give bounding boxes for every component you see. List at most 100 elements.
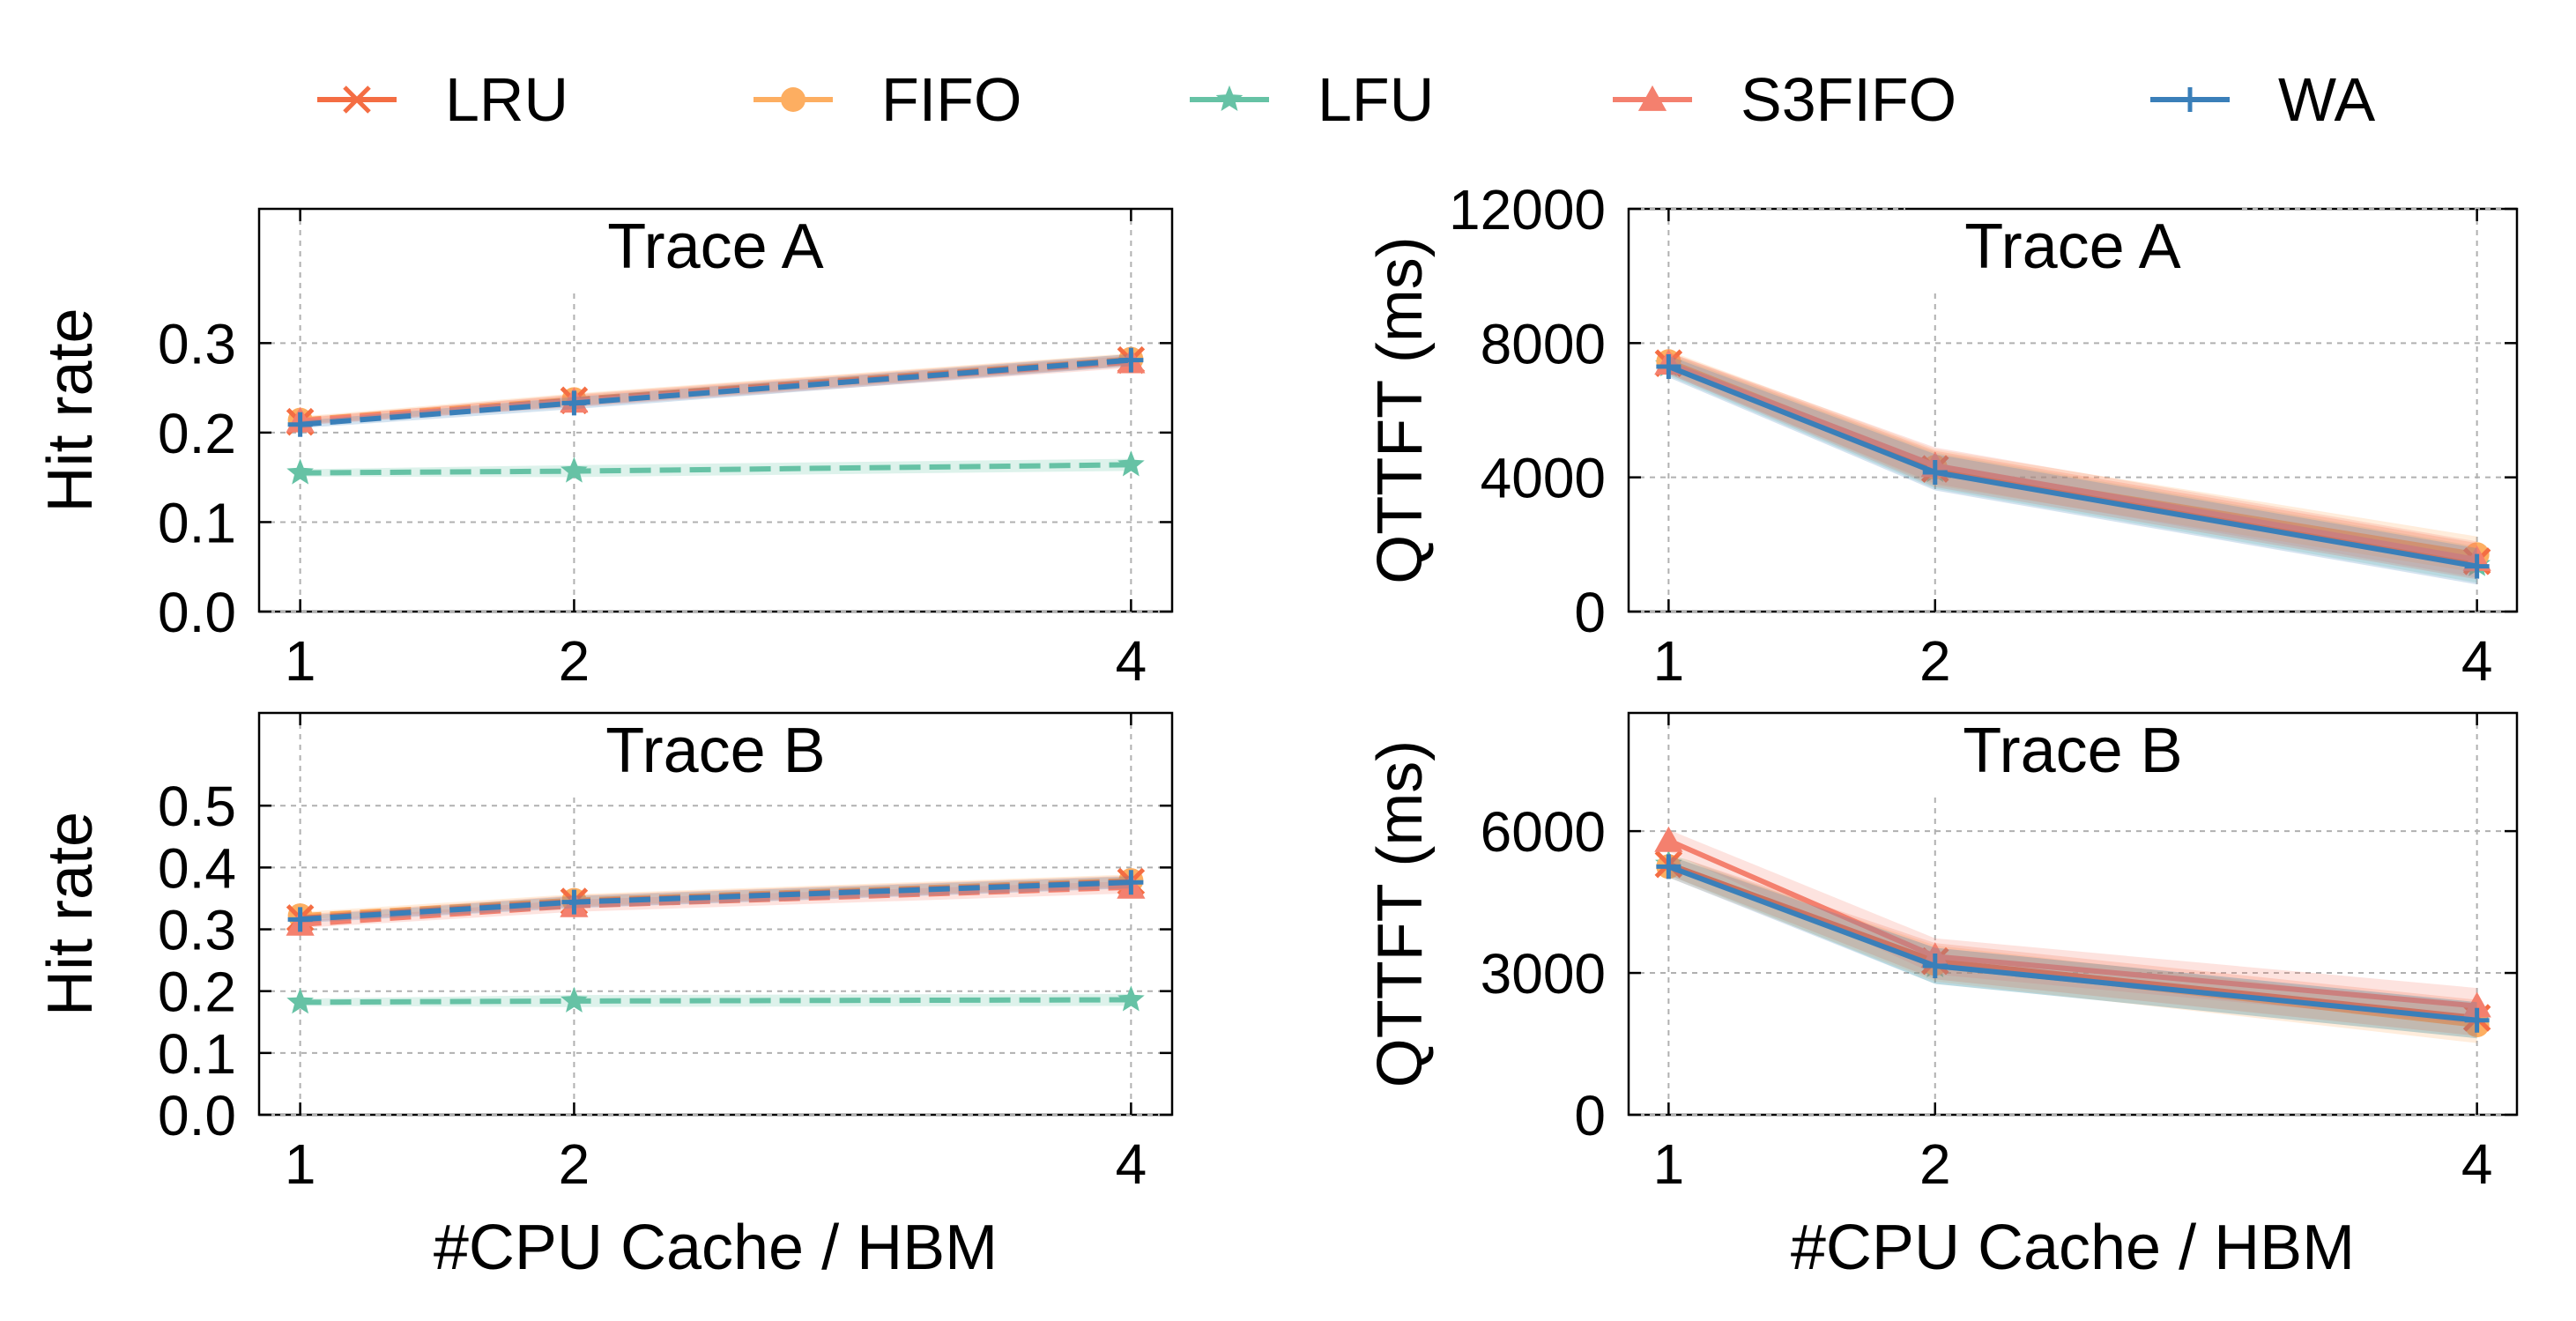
legend-label: FIFO	[881, 65, 1021, 134]
legend-item-s3fifo: S3FIFO	[1613, 65, 1956, 134]
point-lfu	[1117, 985, 1145, 1012]
band-lru	[300, 875, 1132, 922]
series-lfu	[286, 450, 1145, 485]
band-s3fifo	[300, 355, 1132, 425]
legend-star-icon	[1215, 85, 1243, 111]
band-s3fifo	[1668, 829, 2477, 1025]
chart-title: Trace B	[1963, 716, 2182, 786]
chart-panel-2: 1 2 4 0 4000 8000 12000 Trace A QTTFT (ms)	[1365, 178, 2519, 693]
band-wa	[300, 353, 1132, 428]
legend-item-lfu: LFU	[1190, 65, 1434, 134]
legend-x-icon	[343, 85, 371, 114]
x-tick-label: 1	[285, 1132, 316, 1196]
chart-panel-3: 1 2 4 0.00.10.20.30.40.5 Trace B Hit rate #CPU…	[35, 711, 1174, 1283]
band-s3fifo	[1668, 352, 2477, 578]
legend-label: S3FIFO	[1741, 65, 1956, 134]
point-lfu	[286, 988, 314, 1014]
y-tick-label: 12000	[1449, 178, 1606, 241]
point-wa	[561, 889, 587, 915]
point-wa	[1922, 954, 1948, 979]
y-tick-label: 0.5	[158, 775, 236, 838]
y-tick-label: 8000	[1481, 312, 1606, 375]
title-background	[1905, 711, 2240, 792]
band-wa	[1668, 856, 2477, 1039]
y-tick-label: 0.1	[158, 491, 236, 554]
point-lfu	[1117, 450, 1145, 477]
y-tick-label: 0	[1574, 581, 1606, 644]
y-tick-label: 0.2	[158, 402, 236, 465]
x-axis-label: #CPU Cache / HBM	[1791, 1213, 2355, 1283]
x-tick-label: 4	[2461, 629, 2493, 693]
point-wa	[561, 390, 587, 416]
y-tick-label: 4000	[1481, 447, 1606, 510]
x-tick-label: 1	[1653, 1132, 1685, 1196]
y-axis-label: QTTFT (ms)	[1365, 740, 1436, 1088]
legend-item-wa: WA	[2150, 65, 2375, 134]
x-tick-label: 4	[1116, 629, 1147, 693]
x-tick-label: 2	[1919, 629, 1951, 693]
chart-panel-4: 1 2 4 0 3000 6000 Trace B QTTFT (ms) #CPU Cache …	[1365, 711, 2519, 1283]
point-wa	[1656, 353, 1681, 379]
point-wa	[1118, 347, 1144, 373]
x-tick-label: 2	[1919, 1132, 1951, 1196]
x-tick-label: 2	[559, 629, 590, 693]
y-tick-label: 0.3	[158, 312, 236, 375]
x-axis-label: #CPU Cache / HBM	[434, 1213, 998, 1283]
point-s3fifo	[1654, 826, 1683, 852]
band-fifo	[1668, 350, 2477, 573]
point-wa	[2464, 1007, 2490, 1033]
series-wa	[1656, 854, 2490, 1039]
x-tick-label: 1	[1653, 629, 1685, 693]
legend-label: LFU	[1318, 65, 1434, 134]
legend-label: WA	[2278, 65, 2375, 134]
y-tick-label: 0	[1574, 1084, 1606, 1147]
y-tick-label: 0.1	[158, 1022, 236, 1086]
x-tick-label: 4	[1116, 1132, 1147, 1196]
band-wa	[300, 876, 1132, 924]
series-wa	[1656, 353, 2490, 585]
point-lfu	[560, 456, 588, 483]
band-s3fifo	[300, 881, 1132, 928]
point-wa	[1922, 459, 1948, 485]
legend-circle-icon	[781, 87, 805, 112]
y-axis-label: Hit rate	[35, 308, 106, 512]
point-lfu	[560, 986, 588, 1013]
x-tick-label: 1	[285, 629, 316, 693]
band-lfu	[300, 458, 1132, 478]
legend-plus-icon	[2178, 87, 2202, 112]
y-tick-label: 0.2	[158, 961, 236, 1024]
band-lfu	[1668, 853, 2477, 1039]
chart-title: Trace A	[607, 212, 823, 282]
x-tick-label: 2	[559, 1132, 590, 1196]
chart-title: Trace A	[1964, 212, 2180, 282]
y-tick-label: 3000	[1481, 942, 1606, 1006]
chart-panel-1: 1 2 4 0.0 0.1 0.2 0.3 Trace A Hit rate	[35, 207, 1174, 693]
series-wa	[287, 870, 1144, 932]
point-s3fifo	[2462, 991, 2491, 1018]
title-background	[1905, 207, 2240, 288]
y-axis-label: QTTFT (ms)	[1365, 236, 1436, 584]
point-wa	[1656, 854, 1681, 879]
y-tick-label: 0.0	[158, 581, 236, 644]
y-tick-label: 6000	[1481, 800, 1606, 864]
legend-triangle-icon	[1637, 85, 1667, 111]
band-fifo	[300, 874, 1132, 920]
point-lfu	[286, 458, 314, 485]
series-lfu	[286, 985, 1145, 1014]
legend-item-fifo: FIFO	[753, 65, 1021, 134]
title-background	[548, 207, 883, 288]
legend: LRU FIFO LFU S3FIFO WA	[317, 65, 2375, 134]
title-background	[548, 711, 883, 792]
chart-title: Trace B	[605, 716, 825, 786]
y-tick-label: 0.3	[158, 899, 236, 962]
x-tick-label: 4	[2461, 1132, 2493, 1196]
band-fifo	[300, 353, 1132, 424]
band-lru	[300, 353, 1132, 426]
series-wa	[287, 347, 1144, 437]
point-wa	[1118, 870, 1144, 895]
y-axis-label: Hit rate	[35, 812, 106, 1016]
point-wa	[287, 412, 313, 437]
point-wa	[2464, 553, 2490, 579]
